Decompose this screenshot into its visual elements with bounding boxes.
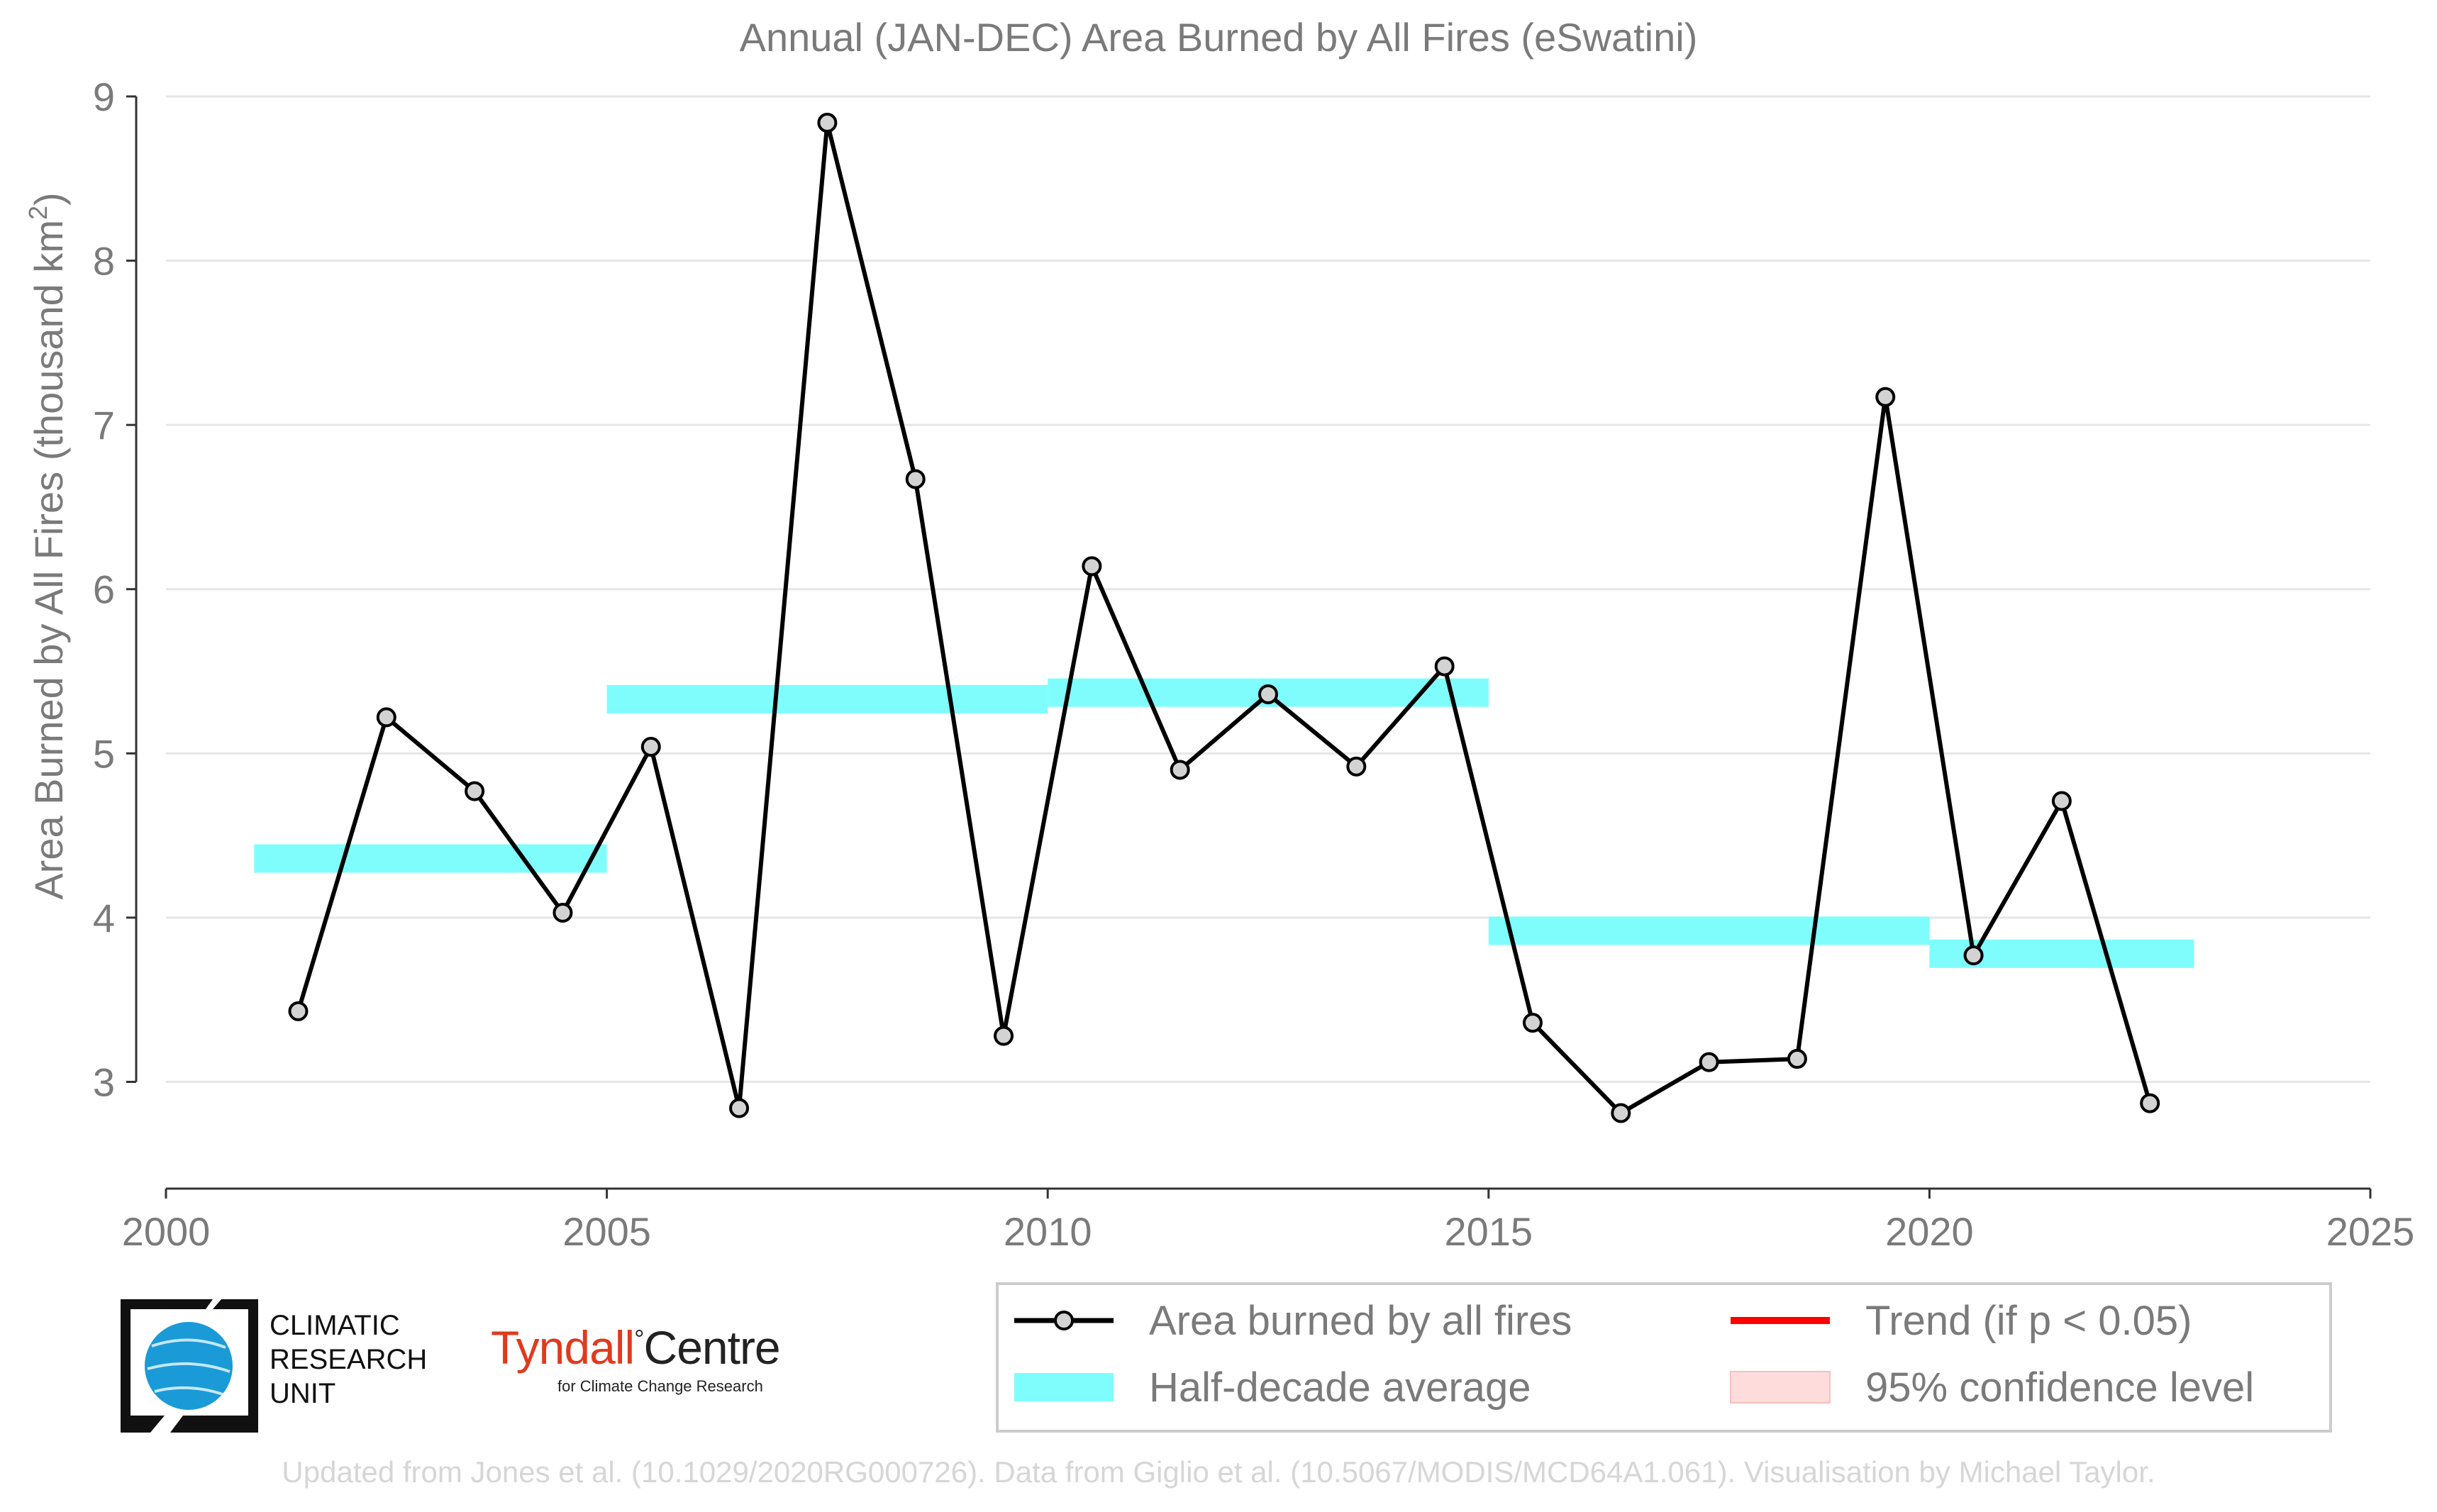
x-tick-label: 2010 [1004,1209,1092,1254]
legend-label-trend: Trend (if p < 0.05) [1865,1298,2192,1344]
data-point [465,781,485,801]
x-tick-label: 2000 [122,1209,211,1254]
y-axis-label-close: ) [26,192,71,206]
x-tick-label: 2015 [1445,1209,1533,1254]
legend: Area burned by all fires Trend (if p < 0… [996,1282,2332,1433]
data-point [729,1098,750,1118]
x-tick-label: 2020 [1885,1209,1974,1254]
gridlines [166,95,2370,1083]
y-tick-label: 5 [93,731,115,776]
half-decade-bar [254,844,607,873]
data-point [994,1025,1014,1046]
legend-ci-swatch [1730,1371,1831,1403]
series-line [296,121,2153,1116]
axes: 3 4 5 6 7 8 9 2000 2005 2010 2015 2020 2025 [93,74,2414,1254]
data-point [905,469,926,489]
cru-globe-swirl [147,1338,231,1396]
y-tick-label: 6 [93,567,115,612]
series-group [288,113,2160,1123]
data-point [1522,1013,1543,1033]
cru-text-line: CLIMATIC [270,1310,400,1341]
legend-label-area-burned: Area burned by all fires [1149,1298,1572,1344]
cru-logo-text: CLIMATIC RESEARCH UNIT [270,1308,427,1411]
y-axis-label-sup: 2 [23,206,52,220]
y-axis-label-main: Area Burned by All Fires (thousand km [26,220,71,900]
data-point [2140,1093,2160,1113]
x-tick-label: 2025 [2326,1209,2415,1254]
data-point [1346,756,1367,777]
legend-label-half-decade: Half-decade average [1149,1364,1531,1411]
legend-marker-swatch [1054,1311,1074,1330]
y-tick-label: 4 [93,896,115,940]
data-point [1787,1049,1807,1069]
cru-logo-frame [121,1299,258,1433]
tyndall-name: Tyndall [491,1321,635,1374]
data-point [1082,556,1102,577]
y-tick-label: 9 [93,74,115,119]
data-point [376,707,396,728]
cru-text-line: UNIT [270,1378,336,1409]
chart-title: Annual (JAN-DEC) Area Burned by All Fire… [740,15,1698,60]
data-point [1611,1103,1631,1123]
half-decade-bar [1488,916,1930,945]
tyndall-centre: Centre [643,1321,781,1374]
data-point [1258,684,1278,704]
tyndall-subtitle: for Climate Change Research [557,1377,763,1395]
y-tick-label: 7 [93,403,115,448]
x-tick-label: 2005 [562,1209,651,1254]
footer-credits: Updated from Jones et al. (10.1029/2020R… [282,1455,2155,1489]
data-point [1963,945,1984,966]
tyndall-logo: Tyndall°Centre [491,1321,781,1374]
y-axis-label: Area Burned by All Fires (thousand km2) [23,192,71,899]
legend-box [996,1282,2332,1433]
data-point [1170,760,1190,780]
cru-text-line: RESEARCH [270,1344,428,1375]
cru-logo [121,1299,258,1433]
data-point [640,737,661,757]
data-point [553,902,573,923]
y-tick-label: 8 [93,239,115,284]
data-point [1434,656,1455,677]
legend-half-decade-swatch [1014,1373,1114,1401]
tyndall-degree: ° [634,1324,644,1353]
half-decade-bar [606,684,1048,713]
data-point [1875,387,1896,407]
data-point [817,113,838,133]
data-point [1699,1052,1719,1072]
legend-label-ci: 95% confidence level [1865,1364,2254,1411]
y-tick-label: 3 [93,1060,115,1104]
half-decade-bars [254,678,2194,968]
data-point [2051,791,2072,811]
data-point [288,1001,309,1021]
